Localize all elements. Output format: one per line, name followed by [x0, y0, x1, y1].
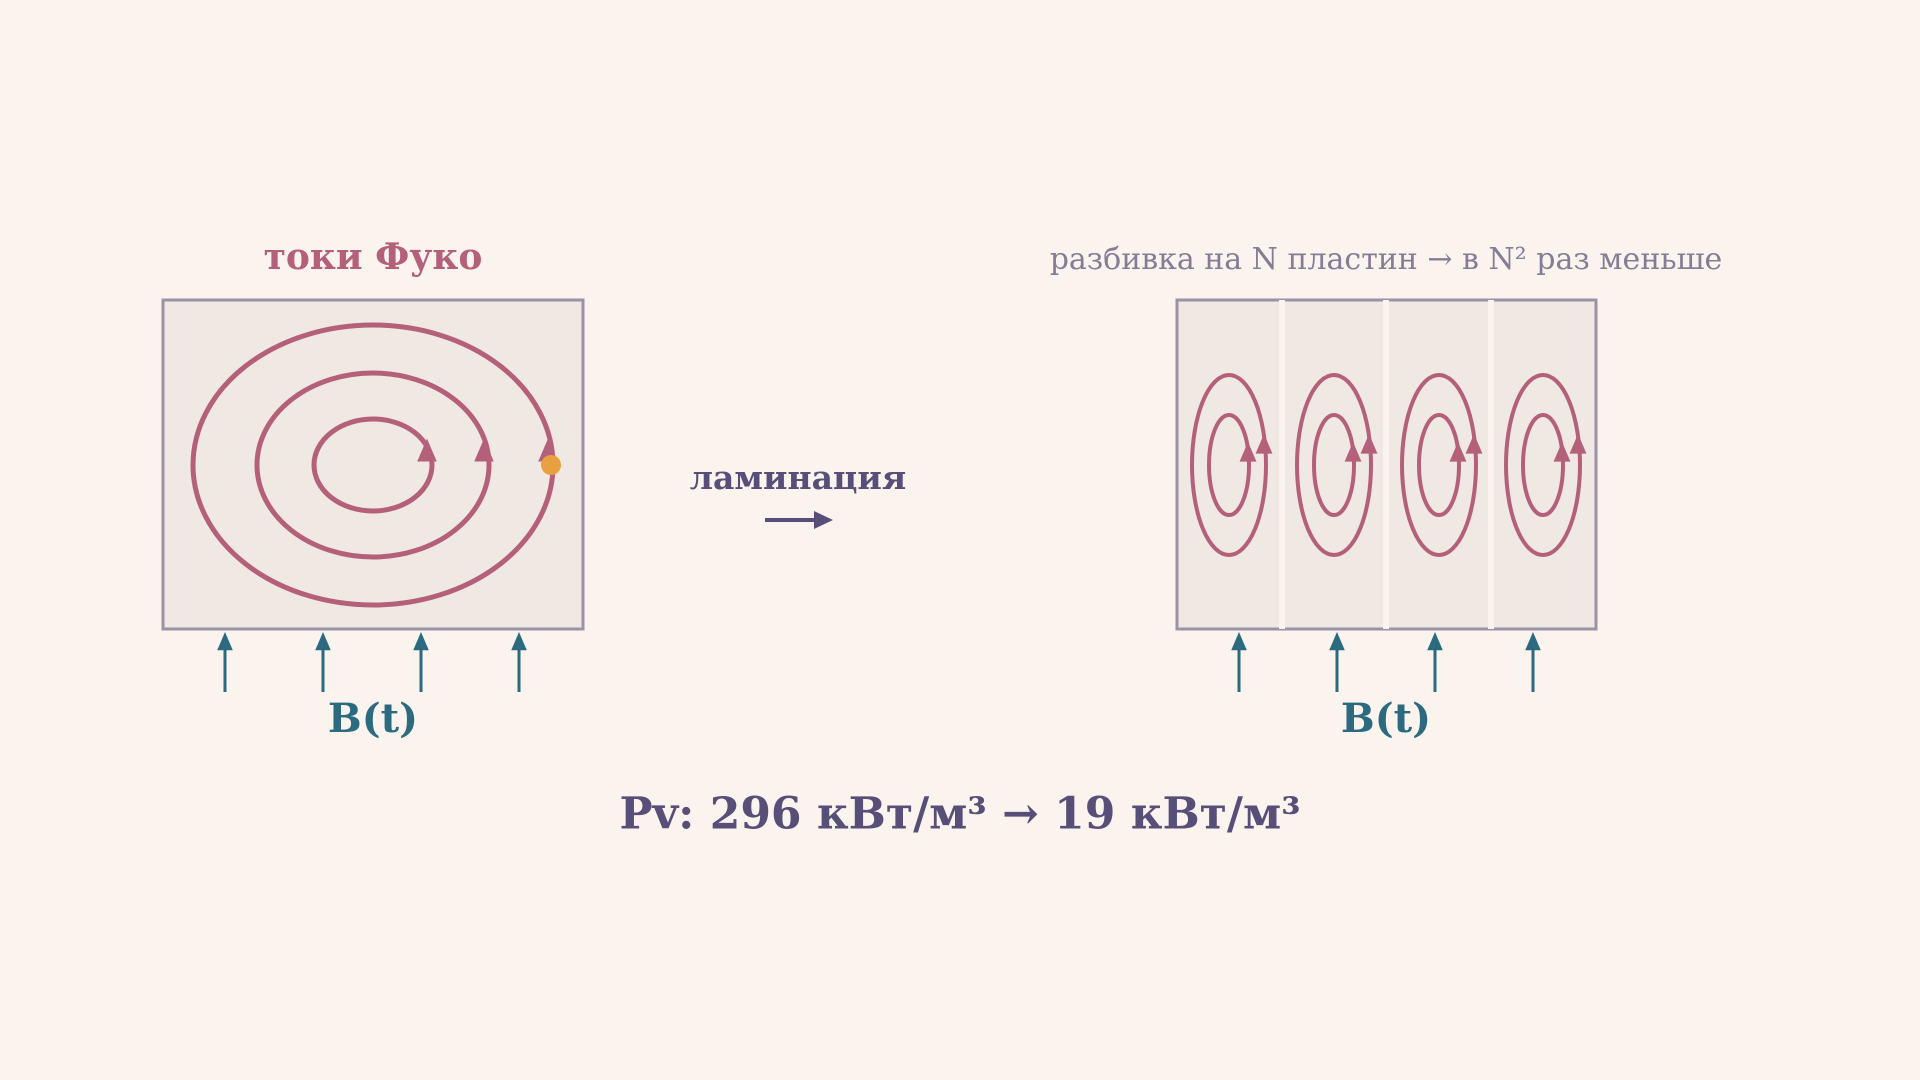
- left-title: токи Фуко: [264, 236, 483, 278]
- field-arrows: [1231, 632, 1541, 692]
- eddy-loop: [254, 370, 492, 560]
- eddy-loop: [311, 416, 435, 514]
- arrow-head: [1449, 441, 1467, 462]
- eddy-loop: [1521, 413, 1565, 517]
- arrow-head: [413, 632, 429, 651]
- arrow-head: [1344, 441, 1362, 462]
- right-title: разбивка на N пластин → в N² раз меньше: [1050, 242, 1723, 277]
- eddy-loops: [1190, 373, 1587, 557]
- transition-arrow-head: [814, 511, 833, 529]
- solid-core: [161, 298, 585, 631]
- arrow-head: [1569, 433, 1587, 454]
- arrow-head: [1255, 433, 1273, 454]
- arrow-head: [474, 438, 494, 462]
- eddy-loop: [1417, 413, 1461, 517]
- arrow-head: [1553, 441, 1571, 462]
- eddy-loop: [1207, 413, 1251, 517]
- arrow-head: [1465, 433, 1483, 454]
- arrow-head: [417, 438, 437, 462]
- arrow-head: [217, 632, 233, 651]
- arrow-head: [1427, 632, 1443, 651]
- arrow-head: [1239, 441, 1257, 462]
- eddy-loop: [1504, 373, 1582, 557]
- eddy-loop: [1190, 373, 1268, 557]
- eddy-loop: [1400, 373, 1478, 557]
- lamination-gaps: [1279, 300, 1494, 629]
- field-arrows: [217, 632, 527, 692]
- right-field-label: B(t): [1341, 695, 1431, 742]
- arrow-head: [1525, 632, 1541, 651]
- arrow-head: [1360, 433, 1378, 454]
- eddy-loop: [1312, 413, 1356, 517]
- arrow-head: [511, 632, 527, 651]
- power-loss-result: Pv: 296 кВт/м³ → 19 кВт/м³: [619, 789, 1300, 840]
- arrow-head: [315, 632, 331, 651]
- middle-label: ламинация: [690, 458, 907, 497]
- arrow-head: [1231, 632, 1247, 651]
- eddy-loop: [1295, 373, 1373, 557]
- arrow-head: [1329, 632, 1345, 651]
- hot-spot: [541, 455, 561, 475]
- left-field-label: B(t): [328, 695, 418, 742]
